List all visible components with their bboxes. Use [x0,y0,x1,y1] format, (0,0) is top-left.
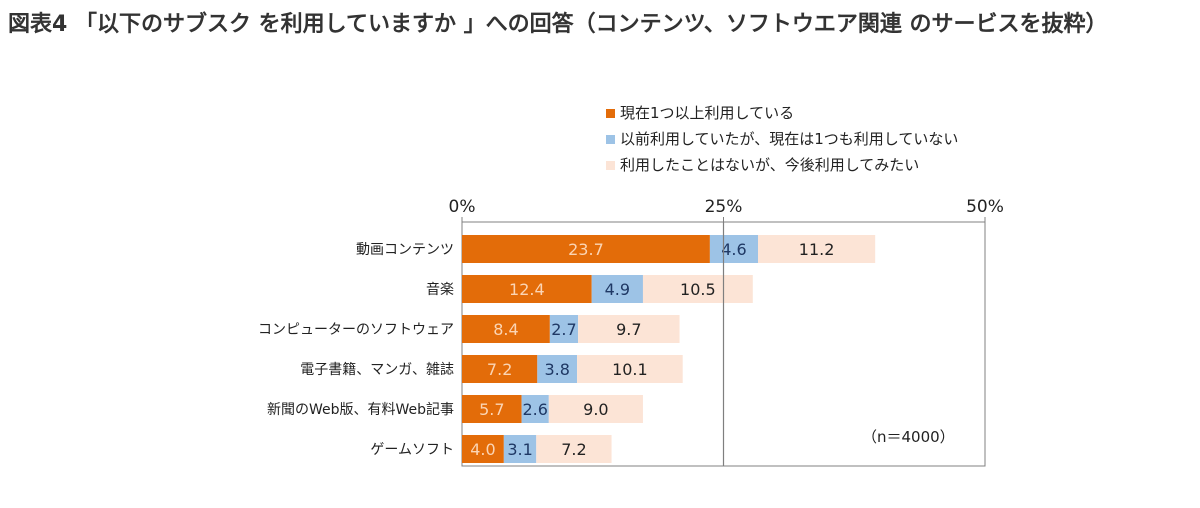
sample-size-note: （n＝4000） [862,428,955,446]
data-label: 2.6 [522,400,547,419]
legend-swatch-current [606,109,615,118]
legend-label-current: 現在1つ以上利用している [620,104,795,122]
bar-segment [591,275,643,303]
legend-label-future: 利用したことはないが、今後利用してみたい [620,156,920,174]
bar-segment [503,435,537,463]
bar-segment [758,235,876,263]
data-label: 11.2 [799,240,835,259]
bar-segment [462,235,710,263]
data-label: 4.6 [721,240,746,259]
data-label: 2.7 [551,320,576,339]
bar-segment [578,315,680,343]
legend-swatch-future [606,161,615,170]
y-category-label: コンピューターのソフトウェア [258,322,454,338]
x-tick-label: 25% [705,197,743,217]
legend-item-current: 現在1つ以上利用している [606,100,958,126]
bar-segment [548,395,643,423]
y-category-label: 新聞のWeb版、有料Web記事 [267,401,454,418]
data-label: 3.8 [544,360,569,379]
chart-title: 図表4 「以下のサブスク を利用していますか 」への回答（コンテンツ、ソフトウエ… [8,12,1108,37]
legend-swatch-past [606,135,615,144]
chart-legend: 現在1つ以上利用している 以前利用していたが、現在は1つも利用していない 利用し… [606,100,958,178]
data-label: 8.4 [493,320,518,339]
bar-segment [462,275,592,303]
data-label: 5.7 [479,400,504,419]
data-label: 3.1 [507,440,532,459]
data-label: 10.1 [612,360,648,379]
bar-segment [709,235,759,263]
y-category-label: ゲームソフト [370,442,454,458]
bar-segment [462,315,550,343]
bar-segment [549,315,579,343]
data-label: 7.2 [561,440,586,459]
y-category-label: 音楽 [426,281,454,298]
x-tick-label: 50% [966,197,1004,217]
data-label: 9.7 [616,320,641,339]
y-category-label: 動画コンテンツ [356,242,454,258]
legend-item-past: 以前利用していたが、現在は1つも利用していない [606,126,958,152]
x-tick-label: 0% [449,197,476,217]
bar-segment [577,355,683,383]
y-category-label: 電子書籍、マンガ、雑誌 [300,361,454,378]
bar-segment [462,435,504,463]
bar-segment [462,395,522,423]
data-label: 7.2 [487,360,512,379]
data-label: 9.0 [583,400,608,419]
bar-segment [521,395,549,423]
data-label: 4.9 [605,280,630,299]
data-label: 4.0 [470,440,495,459]
legend-item-future: 利用したことはないが、今後利用してみたい [606,152,958,178]
bar-segment [537,355,578,383]
bar-segment [642,275,753,303]
bar-segment [462,355,538,383]
data-label: 23.7 [568,240,604,259]
data-label: 12.4 [509,280,545,299]
legend-label-past: 以前利用していたが、現在は1つも利用していない [620,130,959,148]
bar-segment [536,435,612,463]
data-label: 10.5 [680,280,716,299]
